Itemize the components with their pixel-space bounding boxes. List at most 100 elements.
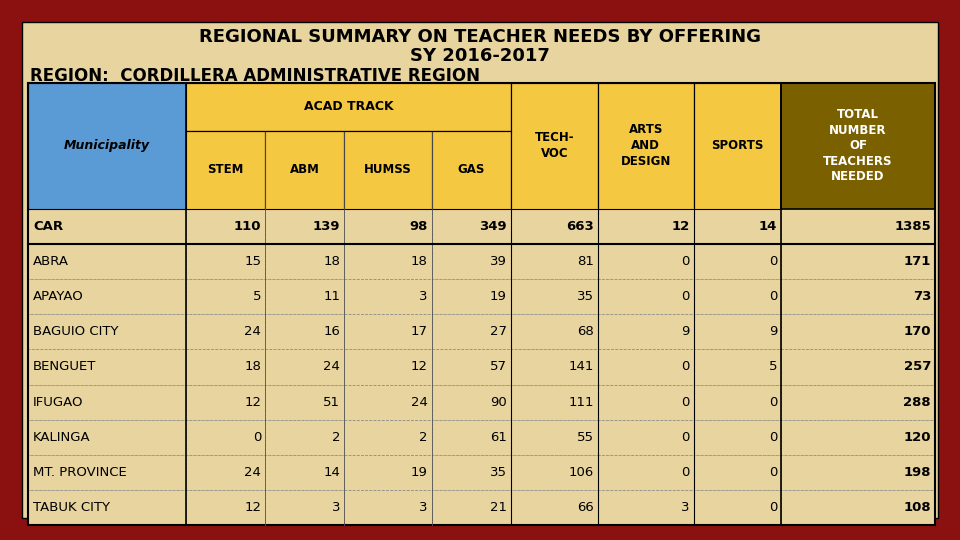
- Bar: [694, 490, 781, 525]
- Bar: [781, 455, 935, 490]
- Text: 5: 5: [769, 361, 777, 374]
- Bar: [598, 420, 694, 455]
- Text: 0: 0: [769, 501, 777, 514]
- Text: 171: 171: [903, 255, 931, 268]
- Text: 3: 3: [332, 501, 340, 514]
- Text: TABUK CITY: TABUK CITY: [33, 501, 110, 514]
- Text: 39: 39: [490, 255, 507, 268]
- Bar: [186, 349, 265, 384]
- Bar: [432, 455, 511, 490]
- Text: 0: 0: [682, 255, 689, 268]
- Text: 257: 257: [903, 361, 931, 374]
- Text: 111: 111: [568, 396, 594, 409]
- Bar: [432, 279, 511, 314]
- Bar: [694, 244, 781, 279]
- Bar: [28, 314, 186, 349]
- Bar: [598, 455, 694, 490]
- Bar: [265, 279, 345, 314]
- Text: SPORTS: SPORTS: [711, 139, 763, 152]
- Bar: [598, 384, 694, 420]
- Bar: [186, 131, 265, 209]
- Text: 17: 17: [411, 326, 427, 339]
- Text: 0: 0: [682, 291, 689, 303]
- Bar: [28, 83, 935, 525]
- Bar: [598, 209, 694, 244]
- Text: 14: 14: [758, 220, 777, 233]
- Text: 24: 24: [324, 361, 340, 374]
- Text: 61: 61: [490, 431, 507, 444]
- Bar: [511, 420, 598, 455]
- Bar: [265, 490, 345, 525]
- Bar: [28, 384, 186, 420]
- Bar: [186, 244, 265, 279]
- Text: 0: 0: [769, 466, 777, 479]
- Bar: [781, 279, 935, 314]
- Bar: [694, 349, 781, 384]
- Text: 3: 3: [420, 291, 427, 303]
- Text: 108: 108: [903, 501, 931, 514]
- Bar: [511, 314, 598, 349]
- Bar: [432, 384, 511, 420]
- Text: APAYAO: APAYAO: [33, 291, 84, 303]
- Text: 0: 0: [682, 396, 689, 409]
- Bar: [345, 490, 432, 525]
- Text: 12: 12: [244, 501, 261, 514]
- Bar: [265, 131, 345, 209]
- Text: 18: 18: [411, 255, 427, 268]
- Text: BENGUET: BENGUET: [33, 361, 96, 374]
- Text: Municipality: Municipality: [64, 139, 150, 152]
- Bar: [265, 244, 345, 279]
- Text: TECH-
VOC: TECH- VOC: [535, 131, 574, 160]
- Bar: [345, 384, 432, 420]
- Bar: [28, 209, 186, 244]
- Bar: [598, 349, 694, 384]
- Bar: [186, 455, 265, 490]
- Bar: [186, 420, 265, 455]
- Bar: [186, 490, 265, 525]
- Bar: [28, 244, 186, 279]
- Bar: [511, 384, 598, 420]
- Text: 35: 35: [577, 291, 594, 303]
- Text: GAS: GAS: [457, 164, 485, 177]
- Bar: [598, 83, 694, 209]
- Text: 1385: 1385: [895, 220, 931, 233]
- Bar: [432, 420, 511, 455]
- Bar: [28, 83, 186, 209]
- Bar: [511, 244, 598, 279]
- Bar: [186, 384, 265, 420]
- Text: 0: 0: [769, 431, 777, 444]
- Text: 11: 11: [324, 291, 340, 303]
- Bar: [265, 349, 345, 384]
- Text: 68: 68: [577, 326, 594, 339]
- Text: CAR: CAR: [33, 220, 63, 233]
- Text: 19: 19: [490, 291, 507, 303]
- Text: 0: 0: [682, 466, 689, 479]
- Bar: [694, 384, 781, 420]
- Bar: [781, 420, 935, 455]
- Text: TOTAL
NUMBER
OF
TEACHERS
NEEDED: TOTAL NUMBER OF TEACHERS NEEDED: [824, 109, 893, 184]
- Text: 2: 2: [332, 431, 340, 444]
- Text: 15: 15: [244, 255, 261, 268]
- Bar: [265, 314, 345, 349]
- Bar: [694, 314, 781, 349]
- Bar: [781, 244, 935, 279]
- Bar: [694, 455, 781, 490]
- Text: 21: 21: [490, 501, 507, 514]
- Bar: [694, 279, 781, 314]
- Text: SY 2016-2017: SY 2016-2017: [410, 47, 550, 65]
- Bar: [781, 384, 935, 420]
- Text: 57: 57: [490, 361, 507, 374]
- Bar: [598, 490, 694, 525]
- Text: 35: 35: [490, 466, 507, 479]
- Bar: [694, 420, 781, 455]
- Bar: [432, 209, 511, 244]
- Bar: [432, 349, 511, 384]
- Text: ABM: ABM: [290, 164, 320, 177]
- Bar: [511, 349, 598, 384]
- Bar: [28, 420, 186, 455]
- Text: 120: 120: [903, 431, 931, 444]
- Bar: [432, 131, 511, 209]
- Bar: [345, 455, 432, 490]
- Text: MT. PROVINCE: MT. PROVINCE: [33, 466, 127, 479]
- Text: 27: 27: [490, 326, 507, 339]
